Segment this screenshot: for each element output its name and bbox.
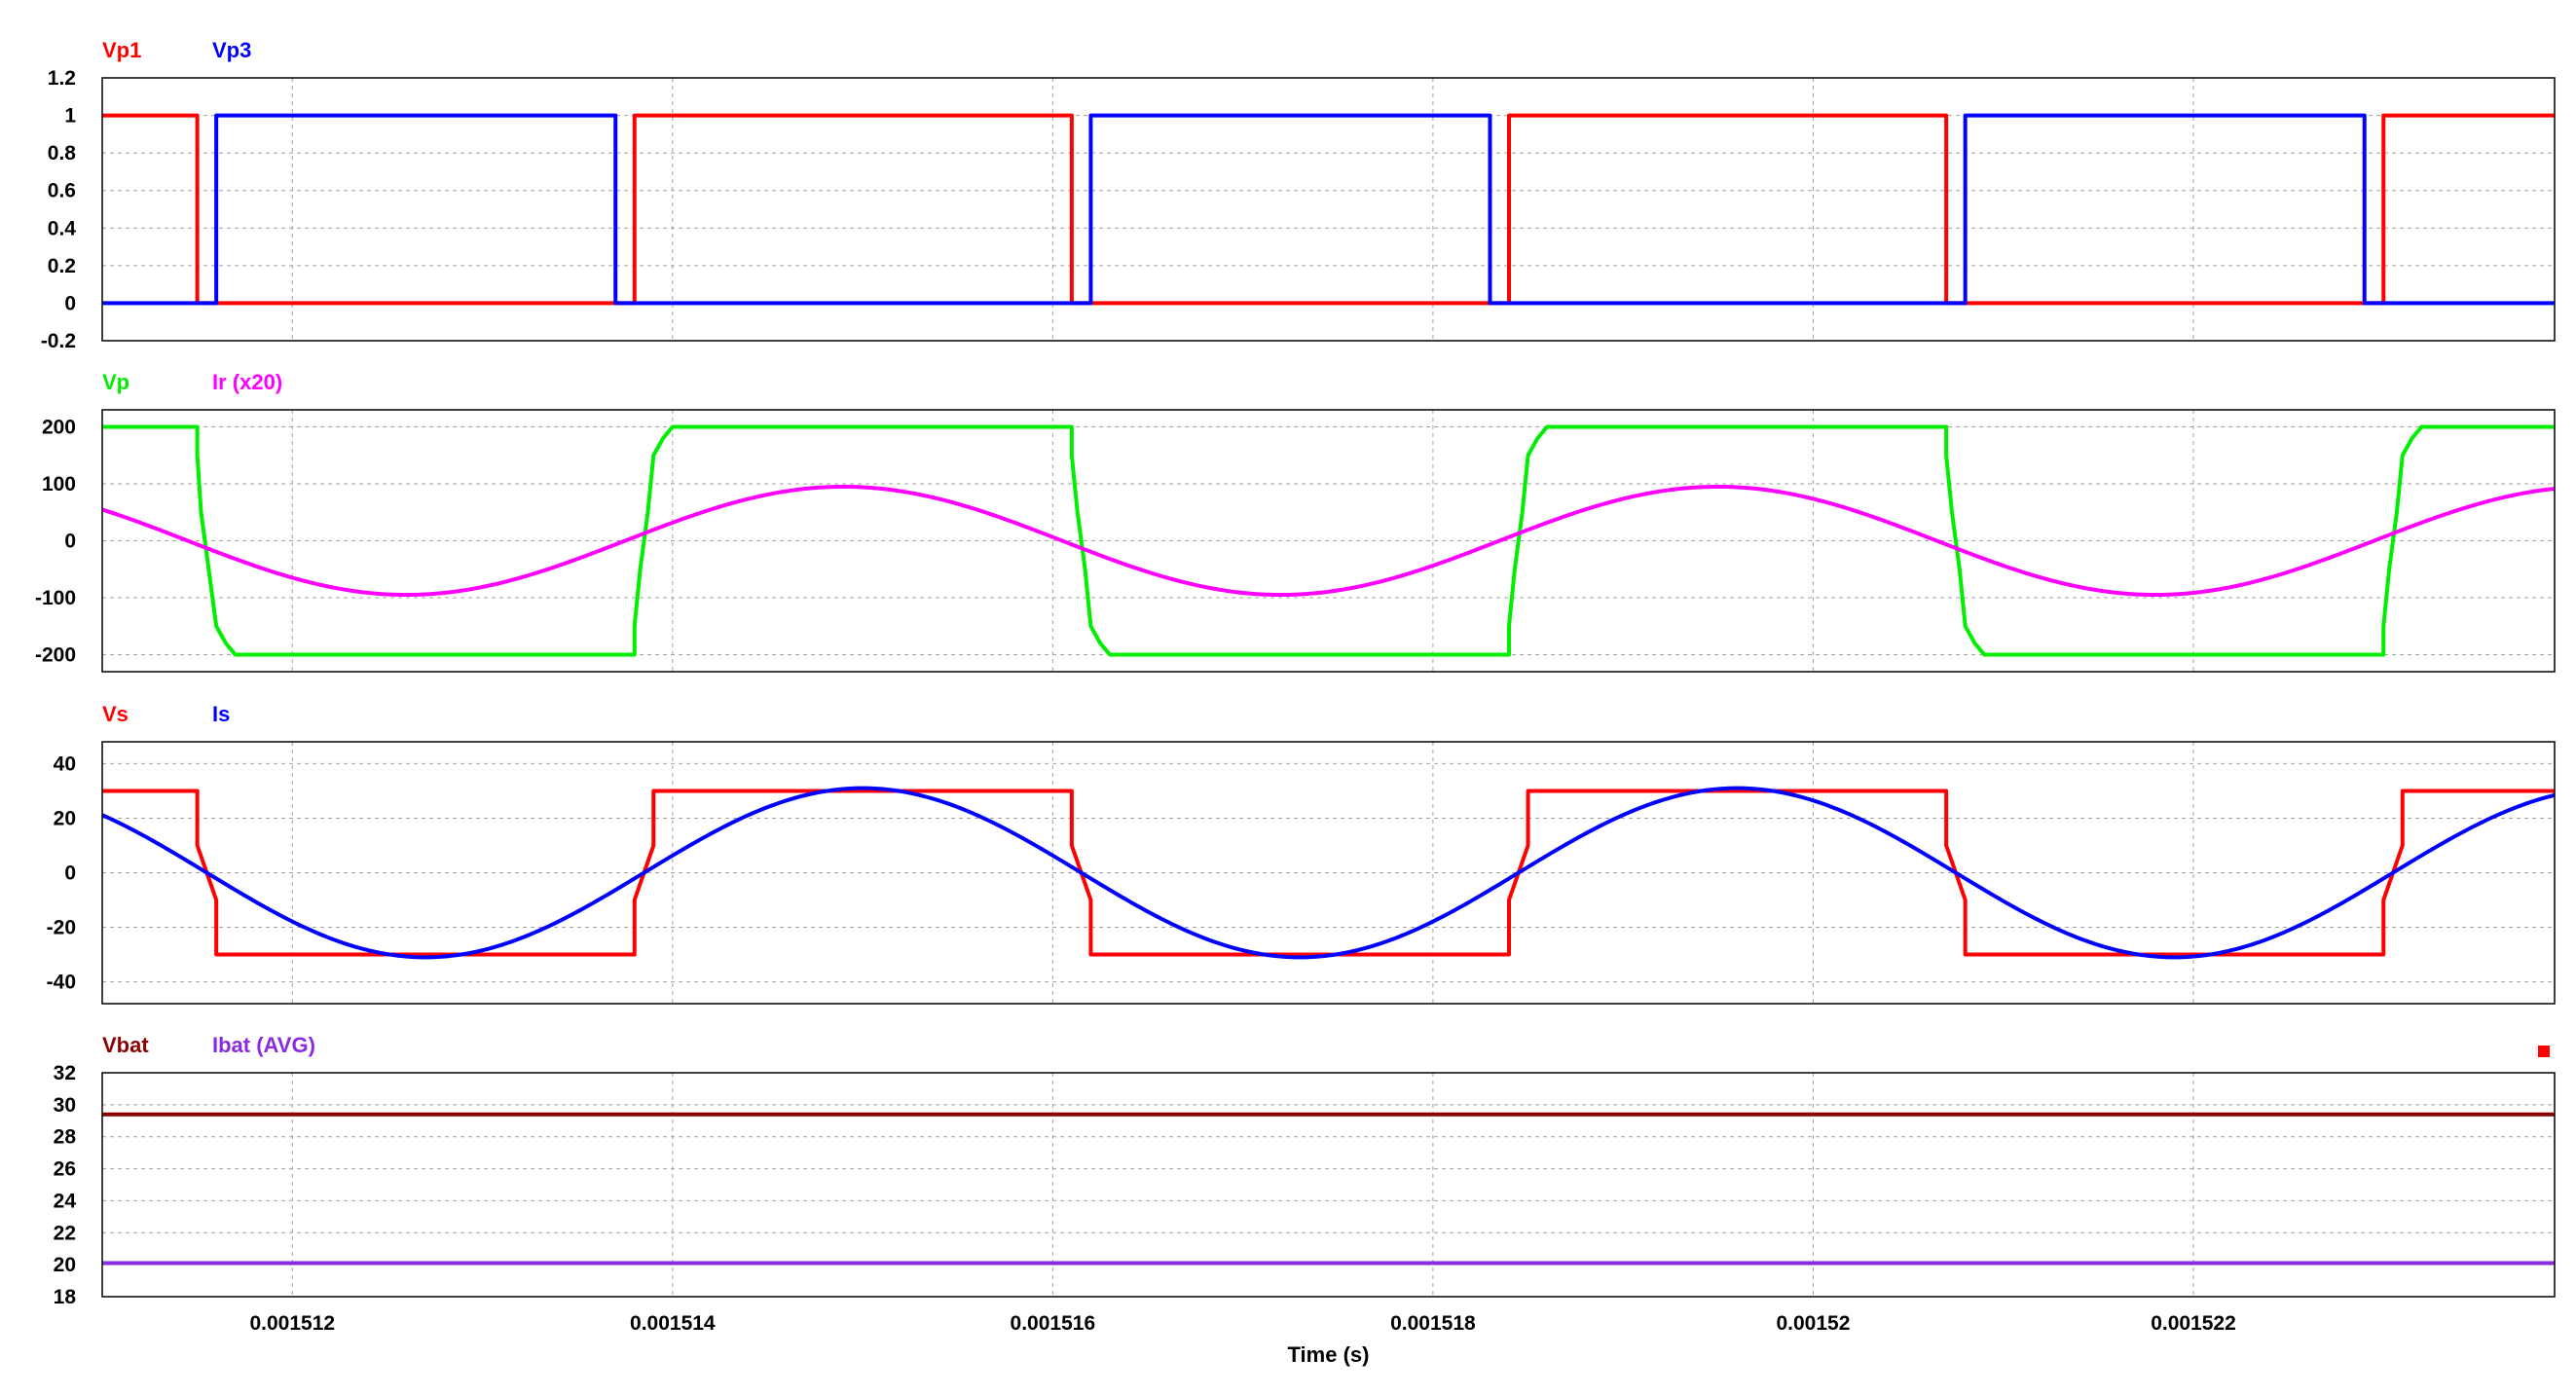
y-tick-label: 200 (42, 417, 76, 439)
y-tick-label: 40 (54, 753, 76, 775)
x-axis-title: Time (s) (1288, 1342, 1370, 1367)
legend-label: Vp (102, 370, 129, 394)
legend-label: Vp1 (102, 38, 141, 62)
panel-4: 32 30 28 26 24 22 20 18 Vbat Ibat (AVG) (54, 1033, 2556, 1308)
marker-square (2538, 1046, 2550, 1057)
series-line-vp1 (102, 113, 2555, 306)
y-tick-label: 0 (64, 863, 76, 885)
y-tick-label: 24 (54, 1190, 77, 1212)
y-tick-label: -200 (35, 643, 76, 666)
legend-label: Ibat (AVG) (212, 1033, 315, 1057)
plot-frame (101, 77, 2556, 342)
y-tick-label: -20 (47, 917, 76, 939)
y-tick-label: 0.2 (48, 255, 76, 277)
x-tick-label: 0.001512 (249, 1312, 335, 1335)
y-tick-label: 0.6 (48, 180, 76, 202)
series-line-vp3 (102, 113, 2555, 306)
y-tick-label: 100 (42, 473, 76, 496)
y-tick-label: 32 (54, 1062, 76, 1084)
series-line-vs (102, 789, 2555, 957)
legend-label: Vp3 (212, 38, 251, 62)
y-tick-label: -40 (47, 972, 76, 994)
y-tick-label: 22 (54, 1222, 76, 1244)
legend-label: Vbat (102, 1033, 149, 1057)
y-tick-label: 30 (54, 1094, 76, 1117)
y-tick-label: 0 (64, 292, 76, 314)
y-tick-label: 0 (64, 531, 76, 553)
panel-2: 200 100 0 -100 -200 Vp Ir (x20) (35, 370, 2556, 673)
y-tick-label: 1.2 (48, 67, 76, 90)
y-tick-label: 20 (54, 1254, 76, 1276)
y-tick-label: 1 (64, 105, 76, 128)
series-line-vp (102, 424, 2555, 657)
panel-3: 40 20 0 -20 -40 Vs Is (47, 702, 2556, 1005)
y-tick-label: 18 (54, 1286, 77, 1308)
y-tick-label: 20 (54, 807, 76, 829)
y-tick-label: -100 (35, 587, 76, 609)
x-tick-label: 0.00152 (1776, 1312, 1850, 1335)
plot-frame (101, 1072, 2556, 1298)
x-tick-label: 0.001516 (1011, 1312, 1096, 1335)
x-tick-label: 0.001518 (1390, 1312, 1476, 1335)
series-line-is (101, 786, 2556, 960)
series-line-ir-x20 (101, 484, 2556, 598)
y-tick-label: -0.2 (41, 330, 76, 352)
legend-label: Vs (102, 702, 129, 726)
x-tick-label: 0.001522 (2151, 1312, 2236, 1335)
y-tick-label: 28 (54, 1126, 77, 1149)
y-tick-label: 0.8 (48, 142, 77, 165)
legend-label: Ir (x20) (212, 370, 282, 394)
panel-1: 1.2 1 0.8 0.6 0.4 0.2 0 -0.2 Vp1 Vp3 (41, 38, 2556, 352)
plot-frame (101, 409, 2556, 673)
x-axis: 0.001512 0.001514 0.001516 0.001518 0.00152 0… (249, 1312, 2235, 1367)
plot-area (102, 78, 2555, 341)
x-tick-label: 0.001514 (630, 1312, 716, 1335)
legend-label: Is (212, 702, 230, 726)
plot-frame (101, 741, 2556, 1005)
y-tick-label: 26 (54, 1158, 76, 1181)
y-tick-label: 0.4 (48, 217, 77, 239)
plot-area (102, 1073, 2555, 1297)
